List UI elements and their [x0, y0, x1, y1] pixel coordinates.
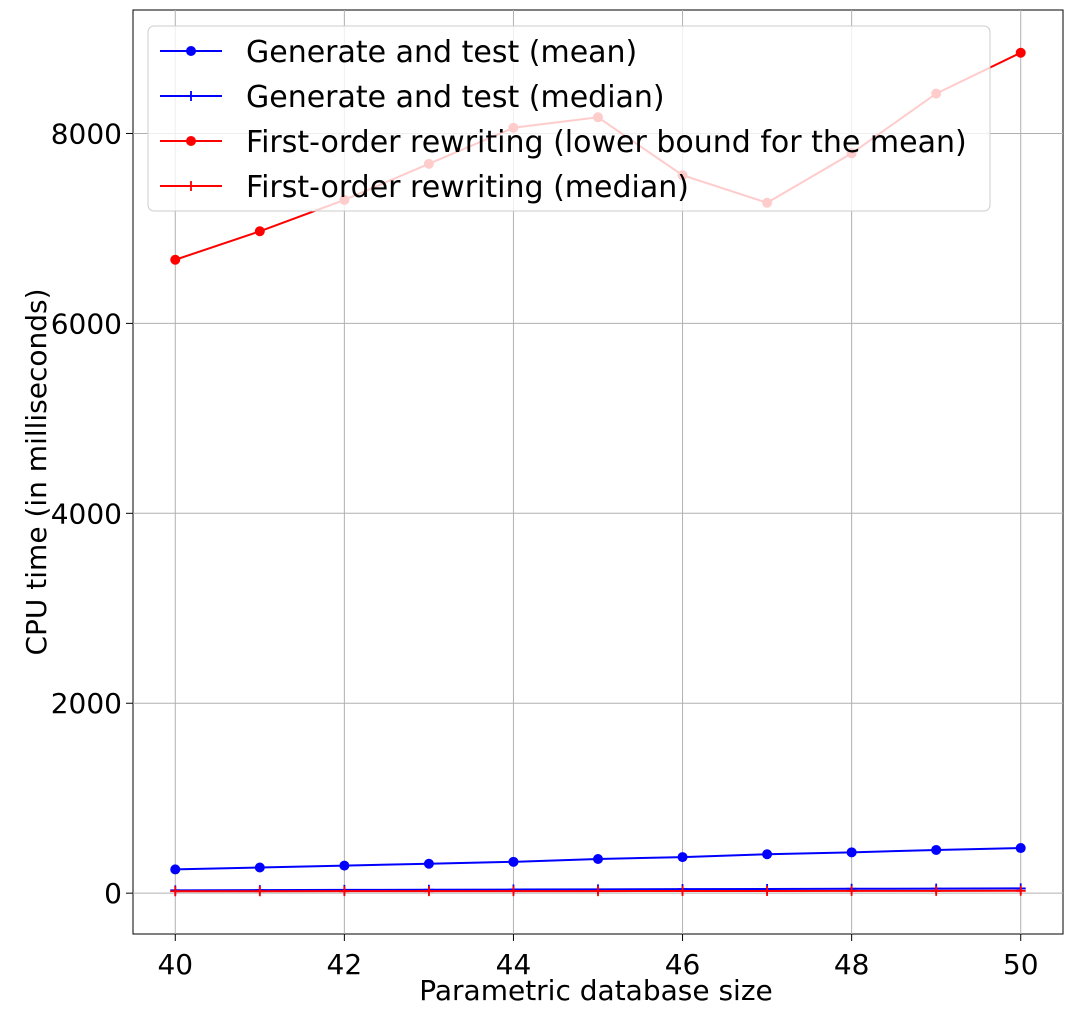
legend-label: First-order rewriting (lower bound for t… [246, 125, 967, 160]
data-point [254, 226, 265, 237]
data-point [762, 849, 773, 860]
legend-box [147, 25, 991, 212]
legend: Generate and test (mean) Generate and tes… [147, 25, 991, 212]
y-tick-label: 2000 [51, 687, 122, 720]
legend-swatch-marker [186, 136, 196, 146]
legend-swatch-marker [186, 46, 196, 56]
data-point [846, 847, 857, 858]
y-tick-label: 0 [104, 877, 122, 910]
series-3 [170, 885, 1026, 897]
data-point [1015, 885, 1026, 896]
data-point [593, 886, 603, 897]
y-axis-label: CPU time (in milliseconds) [20, 288, 53, 655]
x-tick-label: 40 [157, 948, 193, 981]
x-tick-label: 46 [665, 948, 701, 981]
legend-item: First-order rewriting (median) [160, 170, 689, 205]
data-point [1015, 843, 1026, 854]
series-0 [170, 843, 1026, 875]
x-tick-label: 42 [327, 948, 363, 981]
data-point [423, 886, 434, 897]
y-tick-label: 6000 [51, 307, 122, 340]
data-point [593, 853, 603, 864]
data-point [339, 860, 350, 871]
data-point [339, 886, 350, 897]
data-point [170, 864, 181, 875]
data-point [170, 254, 181, 265]
legend-swatch-marker [186, 91, 196, 101]
x-axis-label: Parametric database size [419, 974, 773, 1007]
data-point [931, 844, 942, 855]
y-tick-label: 4000 [51, 497, 122, 530]
x-tick-label: 44 [496, 948, 532, 981]
data-point [254, 862, 265, 873]
data-point [677, 852, 688, 863]
data-point [762, 885, 773, 896]
axis-ticks: 40 42 44 46 48 50 0 2000 4000 6000 8000 [51, 117, 1039, 981]
plot-frame [132, 9, 1064, 935]
y-tick-label: 8000 [51, 117, 122, 150]
data-point [931, 885, 942, 896]
legend-label: Generate and test (median) [246, 80, 665, 115]
legend-label: Generate and test (mean) [246, 35, 637, 70]
data-point [677, 885, 688, 896]
data-point [1015, 47, 1026, 58]
legend-swatch-marker [186, 181, 196, 191]
legend-item: Generate and test (median) [160, 80, 665, 115]
data-point [170, 886, 181, 897]
legend-label: First-order rewriting (median) [246, 170, 689, 205]
data-point [254, 886, 265, 897]
x-tick-label: 48 [834, 948, 870, 981]
data-point [508, 856, 519, 867]
data-point [423, 858, 434, 869]
legend-item: Generate and test (mean) [160, 35, 637, 70]
data-point [508, 886, 519, 897]
data-point [846, 885, 857, 896]
x-tick-label: 50 [1003, 948, 1039, 981]
legend-item: First-order rewriting (lower bound for t… [160, 125, 967, 160]
